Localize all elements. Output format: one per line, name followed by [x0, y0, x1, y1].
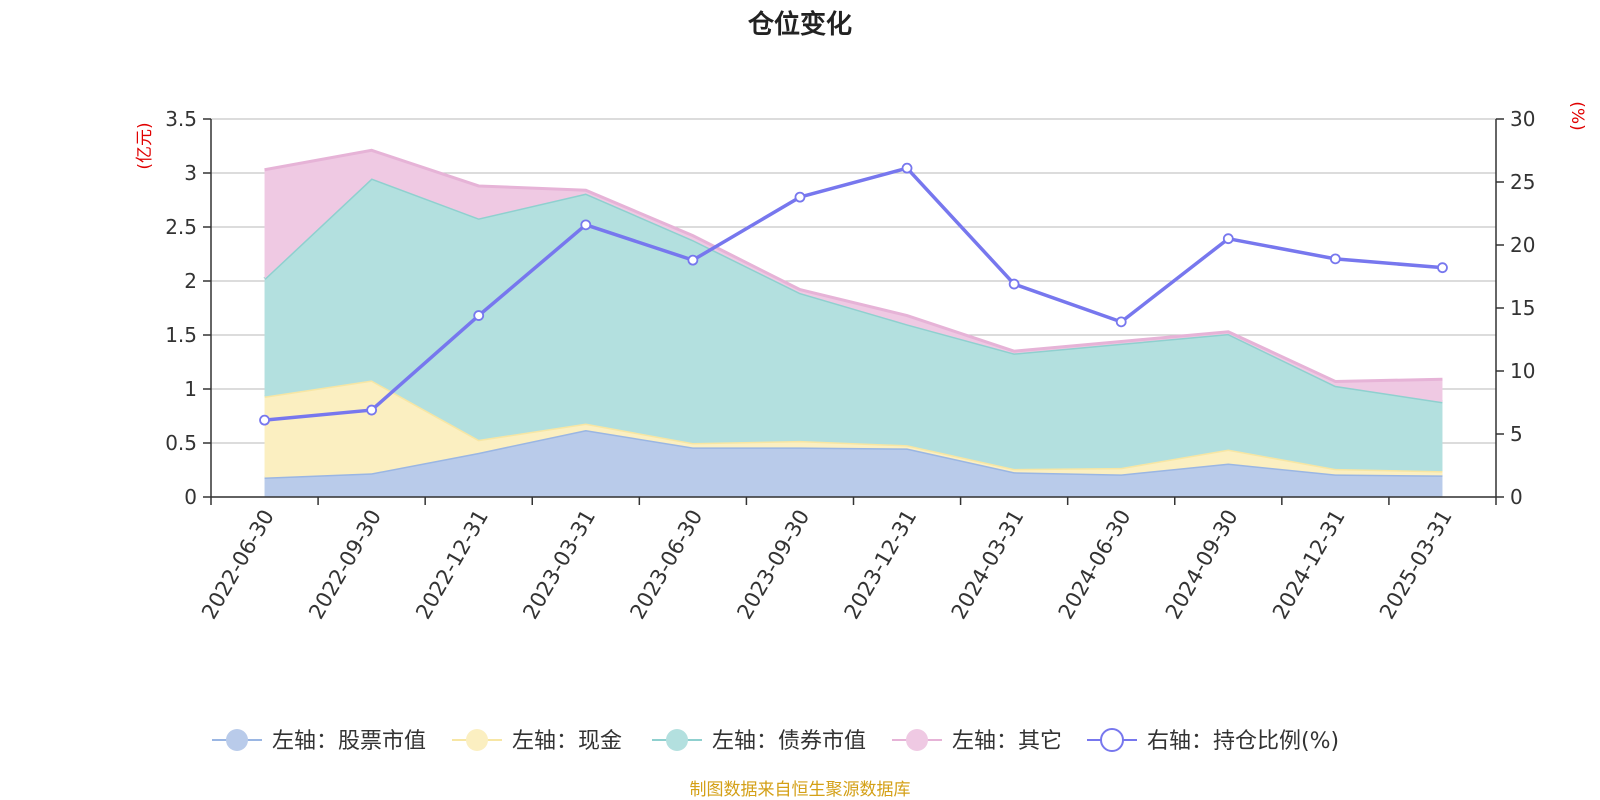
holding-ratio-line [264, 166, 1443, 422]
left-axis-unit: (亿元) [135, 122, 155, 169]
legend-marker [666, 729, 688, 751]
holding-ratio-point [1329, 253, 1341, 265]
left-tick-label: 0.5 [165, 431, 197, 455]
area-series-3 [264, 178, 1443, 472]
holding-ratio-point [580, 219, 592, 231]
legend-label: 左轴：其它 [952, 729, 1062, 754]
source-note: 制图数据来自恒生聚源数据库 [690, 780, 911, 800]
legend-marker [226, 729, 248, 751]
line-series-group [259, 162, 1448, 426]
left-tick-label: 2.5 [165, 215, 197, 239]
legend-marker [1100, 728, 1124, 752]
x-tick-label: 2024-12-31 [1268, 506, 1350, 624]
x-tick-label: 2024-03-31 [947, 506, 1029, 624]
right-tick-label: 0 [1510, 485, 1523, 509]
legend-item-5[interactable]: 右轴：持仓比例(%) [1087, 728, 1339, 754]
x-tick-label: 2022-06-30 [197, 506, 279, 624]
left-tick-label: 0 [184, 485, 197, 509]
x-tick-label: 2024-09-30 [1161, 506, 1243, 624]
x-tick-label: 2024-06-30 [1054, 506, 1136, 624]
area-series-4-edge [264, 148, 1443, 383]
right-tick-label: 25 [1510, 170, 1535, 194]
legend-marker [906, 729, 928, 751]
holding-ratio-point [794, 191, 806, 203]
left-tick-label: 2 [184, 269, 197, 293]
legend-label: 左轴：债券市值 [712, 729, 866, 754]
legend-item-2[interactable]: 左轴：现金 [452, 729, 622, 754]
x-tick-label: 2023-03-31 [518, 506, 600, 624]
x-tick-label: 2023-12-31 [840, 506, 922, 624]
left-tick-label: 3 [184, 161, 197, 185]
left-tick-label: 3.5 [165, 107, 197, 131]
area-series-1 [264, 430, 1443, 497]
holding-ratio-point [366, 404, 378, 416]
holding-ratio-point [473, 310, 485, 321]
legend-label: 左轴：股票市值 [272, 729, 426, 754]
holding-ratio-point [259, 414, 270, 426]
legend-item-3[interactable]: 左轴：债券市值 [652, 729, 866, 754]
right-tick-label: 5 [1510, 422, 1523, 446]
x-tick-label: 2022-12-31 [411, 506, 493, 624]
holding-ratio-point [901, 162, 913, 174]
right-axis-unit: (%) [1567, 101, 1587, 130]
legend[interactable]: 左轴：股票市值 左轴：现金 左轴：债券市值 左轴：其它 右轴：持仓比例(%) [212, 728, 1339, 754]
legend-item-1[interactable]: 左轴：股票市值 [212, 729, 426, 754]
holding-ratio-point [1437, 262, 1448, 274]
legend-item-4[interactable]: 左轴：其它 [892, 729, 1062, 754]
holding-ratio-point [1115, 316, 1127, 328]
left-tick-label: 1.5 [165, 323, 197, 347]
right-tick-label: 15 [1510, 296, 1535, 320]
x-tick-label: 2022-09-30 [304, 506, 386, 624]
right-tick-label: 10 [1510, 359, 1535, 383]
legend-label: 左轴：现金 [512, 729, 622, 754]
left-tick-label: 1 [184, 377, 197, 401]
area-series-group [263, 148, 1443, 497]
holding-ratio-point [687, 254, 699, 266]
x-tick-label: 2023-09-30 [732, 506, 814, 624]
holding-ratio-point [1222, 233, 1234, 245]
x-tick-label: 2023-06-30 [625, 506, 707, 624]
x-tick-label: 2025-03-31 [1375, 506, 1457, 624]
chart-title: 仓位变化 [747, 9, 852, 40]
holding-ratio-point [1008, 278, 1020, 290]
legend-marker [466, 729, 488, 751]
right-tick-label: 30 [1510, 107, 1535, 131]
right-tick-label: 20 [1510, 233, 1535, 257]
legend-label: 右轴：持仓比例(%) [1147, 729, 1339, 754]
